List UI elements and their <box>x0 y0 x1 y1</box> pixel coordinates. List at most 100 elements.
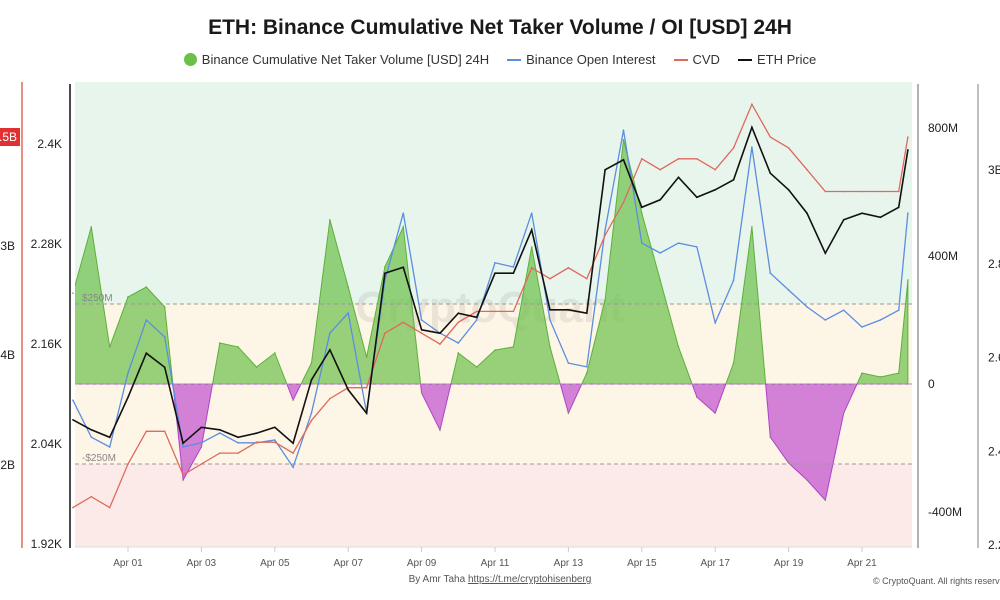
data-point <box>696 196 698 199</box>
data-point <box>549 319 551 321</box>
net-taker-tick-label: -400M <box>928 505 962 519</box>
data-point <box>420 332 423 335</box>
data-point <box>127 463 129 465</box>
data-point <box>824 190 827 193</box>
data-point <box>402 226 405 228</box>
data-point <box>567 412 570 414</box>
data-point <box>145 319 148 321</box>
data-point <box>549 309 551 311</box>
data-point <box>824 252 827 254</box>
data-point <box>145 352 148 354</box>
data-point <box>365 356 368 358</box>
data-point <box>72 506 74 509</box>
data-point <box>806 168 808 171</box>
data-point <box>475 316 478 319</box>
x-tick-label: Apr 17 <box>700 558 730 569</box>
net-taker-positive-area <box>75 139 909 384</box>
data-point <box>494 262 496 264</box>
open-interest-tick-label: 2.6 <box>988 351 1000 365</box>
data-point <box>90 495 93 498</box>
data-point <box>163 366 166 369</box>
data-point <box>714 322 716 324</box>
data-point <box>751 146 753 148</box>
data-point <box>585 312 588 314</box>
data-point <box>218 452 221 454</box>
x-tick-label: Apr 11 <box>481 558 510 569</box>
data-point <box>530 267 533 269</box>
data-point <box>751 103 753 106</box>
data-point <box>879 190 882 193</box>
price-tick-label: 1.92K <box>31 537 62 551</box>
data-point <box>907 212 909 214</box>
data-point <box>329 332 331 334</box>
data-point <box>897 372 900 374</box>
data-point <box>714 412 716 414</box>
data-point <box>897 206 900 209</box>
legend-item-eth-price[interactable]: ETH Price <box>737 52 816 67</box>
legend-item-net-taker[interactable]: Binance Cumulative Net Taker Volume [USD… <box>183 52 489 67</box>
data-point <box>475 366 478 368</box>
legend-item-open-interest[interactable]: Binance Open Interest <box>507 52 656 67</box>
data-point <box>677 242 680 244</box>
black-line-icon <box>737 58 752 61</box>
data-point <box>402 321 405 324</box>
data-point <box>457 342 460 344</box>
data-point <box>384 266 386 268</box>
data-point <box>530 229 533 231</box>
legend-label: CVD <box>692 52 720 67</box>
data-point <box>182 474 184 476</box>
data-point <box>622 201 625 204</box>
data-point <box>329 397 331 400</box>
data-point <box>567 362 570 364</box>
data-point <box>90 429 93 431</box>
data-point <box>237 436 239 439</box>
data-point <box>769 136 772 138</box>
data-point <box>329 219 331 221</box>
data-point <box>714 189 716 191</box>
data-point <box>512 346 515 348</box>
threshold-label: -$250M <box>82 453 116 464</box>
data-point <box>420 392 423 394</box>
data-point <box>90 226 93 228</box>
data-point <box>384 332 386 335</box>
data-point <box>530 246 533 248</box>
data-point <box>659 168 661 171</box>
data-point <box>274 426 276 429</box>
data-point <box>255 366 258 368</box>
data-point <box>163 430 166 433</box>
data-point <box>292 452 294 454</box>
data-point <box>108 436 111 439</box>
data-point <box>769 272 772 274</box>
legend-item-cvd[interactable]: CVD <box>673 52 720 67</box>
x-tick-label: Apr 01 <box>113 558 143 569</box>
data-point <box>310 419 313 422</box>
data-point <box>182 442 184 444</box>
data-point <box>347 286 350 288</box>
data-point <box>457 312 460 314</box>
x-tick-label: Apr 09 <box>407 558 437 569</box>
data-point <box>659 279 661 281</box>
data-point <box>292 466 294 468</box>
x-tick-label: Apr 13 <box>554 558 584 569</box>
data-point <box>732 362 735 364</box>
data-point <box>824 319 827 321</box>
data-point <box>494 272 496 274</box>
data-point <box>365 412 368 414</box>
cvd-tick-label: 4B <box>0 348 15 362</box>
data-point <box>732 147 735 149</box>
data-point <box>677 346 680 348</box>
data-point <box>530 212 533 214</box>
cvd-tick-label: 3B <box>0 239 15 253</box>
data-point <box>824 499 827 501</box>
x-tick-label: Apr 07 <box>333 558 363 569</box>
data-point <box>127 296 129 298</box>
author-link[interactable]: https://t.me/cryptohisenberg <box>467 574 592 585</box>
data-point <box>567 267 570 269</box>
data-point <box>907 136 909 138</box>
x-tick-label: Apr 21 <box>847 558 877 569</box>
data-point <box>218 342 221 344</box>
open-interest-tick-label: 2.2 <box>988 538 1000 552</box>
data-point <box>585 277 588 280</box>
data-point <box>90 436 93 438</box>
